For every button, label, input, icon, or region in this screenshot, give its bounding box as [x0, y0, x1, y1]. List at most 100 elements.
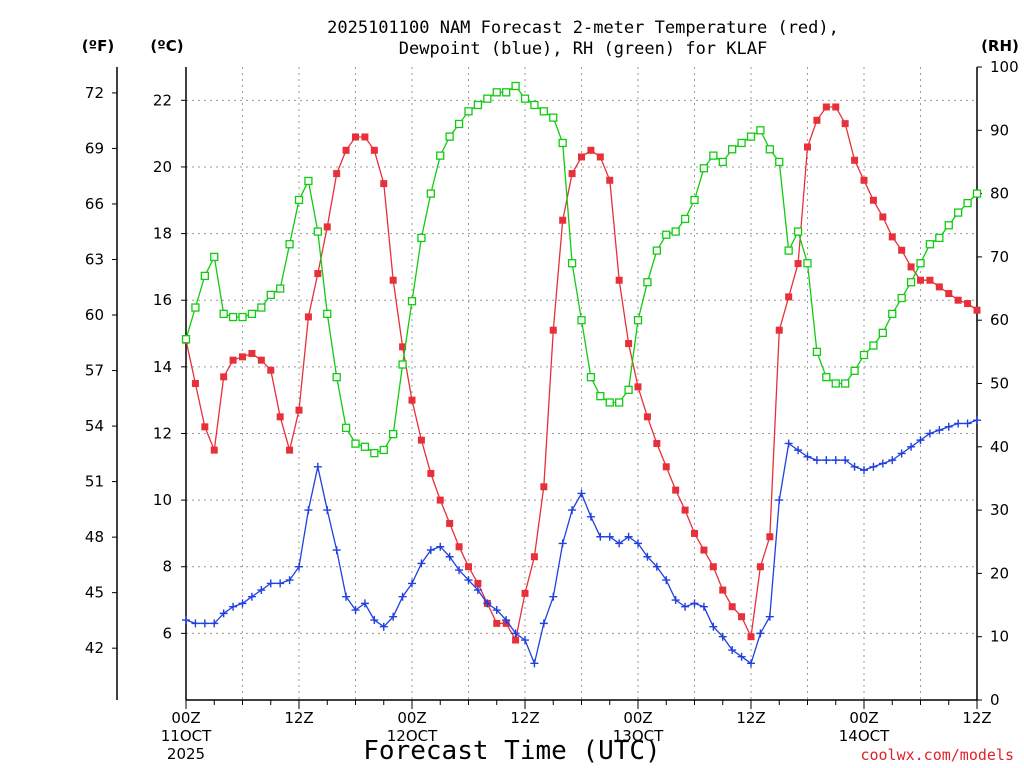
temperature-point	[474, 579, 482, 587]
rh-point	[238, 312, 247, 322]
temperature-point	[832, 103, 840, 111]
rh-point	[445, 132, 454, 141]
temperature-point	[201, 423, 209, 431]
dewpoint-point	[539, 619, 548, 628]
rh-tick-label: 90	[990, 121, 1009, 139]
dewpoint-point	[822, 456, 831, 465]
x-tick-label: 00Z	[849, 709, 878, 727]
temperature-point	[399, 343, 407, 351]
dewpoint-point	[963, 419, 972, 428]
dewpoint-point	[342, 592, 351, 601]
dewpoint-point	[709, 622, 718, 631]
rh-point	[746, 132, 756, 141]
dewpoint-series	[182, 416, 981, 668]
temperature-point	[286, 446, 294, 454]
temperature-point	[417, 436, 425, 444]
x-tick-label: 13OCT	[613, 727, 664, 745]
dewpoint-point	[332, 546, 341, 555]
dewpoint-point	[916, 436, 925, 445]
fahrenheit-tick-label: 51	[85, 473, 104, 491]
x-tick-label: 12Z	[510, 709, 539, 727]
temperature-point	[191, 380, 199, 387]
x-tick-label: 00Z	[623, 709, 652, 727]
temperature-point	[615, 276, 623, 284]
rh-point	[294, 195, 304, 205]
temperature-point	[427, 469, 435, 477]
dewpoint-point	[323, 506, 332, 515]
fahrenheit-tick-label: 45	[85, 584, 104, 602]
temperature-point	[559, 216, 567, 224]
dewpoint-point	[238, 599, 247, 608]
temperature-point	[775, 326, 783, 334]
rh-point	[718, 157, 727, 167]
rh-point	[822, 373, 831, 382]
celsius-tick-label: 14	[153, 358, 172, 376]
dewpoint-point	[276, 579, 285, 588]
celsius-tick-label: 16	[153, 291, 172, 309]
temperature-point	[408, 396, 416, 404]
rh-tick-label: 70	[990, 248, 1009, 266]
rh-tick-label: 40	[990, 438, 1009, 456]
rh-point	[341, 423, 351, 432]
rh-point	[473, 100, 483, 110]
rh-point	[963, 198, 972, 208]
temperature-point	[888, 233, 896, 241]
dewpoint-point	[521, 636, 529, 645]
dewpoint-point	[295, 562, 303, 571]
temperature-point	[587, 146, 595, 154]
temperature-point	[662, 463, 670, 471]
rh-point	[577, 316, 586, 325]
rh-point	[624, 385, 633, 394]
temperature-point	[860, 176, 868, 184]
rh-point	[831, 379, 840, 388]
rh-point	[709, 151, 718, 160]
temperature-point	[926, 276, 934, 284]
temperature-point	[625, 340, 633, 348]
dewpoint-point	[615, 539, 624, 548]
temperature-point	[719, 586, 727, 594]
temperature-point	[342, 146, 350, 154]
dewpoint-point	[304, 506, 313, 515]
dewpoint-point	[747, 659, 755, 668]
rh-point	[483, 94, 492, 103]
temperature-point	[257, 356, 265, 364]
temperature-point	[700, 546, 708, 554]
fahrenheit-tick-label: 63	[85, 250, 104, 268]
rh-point	[605, 398, 614, 407]
dewpoint-point	[973, 416, 981, 425]
dewpoint-point	[483, 599, 492, 608]
dewpoint-point	[737, 652, 746, 661]
temperature-point	[794, 260, 802, 268]
rh-point	[869, 341, 878, 350]
temperature-point	[455, 543, 463, 551]
dewpoint-point	[907, 442, 916, 451]
temperature-point	[295, 406, 303, 414]
celsius-tick-label: 18	[153, 225, 172, 243]
chart-title-line-2: Dewpoint (blue), RH (green) for KLAF	[399, 39, 767, 59]
celsius-tick-label: 12	[153, 424, 172, 442]
rh-point	[407, 297, 417, 306]
temperature-point	[935, 283, 943, 291]
rh-point	[906, 278, 916, 287]
dewpoint-point	[765, 612, 774, 621]
fahrenheit-tick-label: 48	[85, 528, 104, 546]
temperature-series	[182, 103, 981, 644]
dewpoint-point	[897, 449, 906, 458]
rh-point	[728, 145, 737, 154]
rh-point	[210, 252, 219, 262]
temperature-point	[568, 170, 576, 178]
rh-point	[266, 290, 275, 300]
dewpoint-point	[511, 629, 520, 638]
dewpoint-point	[850, 462, 859, 471]
dewpoint-point	[247, 592, 256, 601]
dewpoint-point	[794, 446, 803, 455]
dewpoint-point	[803, 452, 812, 461]
dewpoint-point	[408, 579, 416, 588]
rh-point	[596, 392, 605, 401]
data-series	[181, 81, 982, 668]
rh-point	[228, 312, 238, 322]
temperature-point	[220, 373, 228, 381]
dewpoint-point	[417, 559, 426, 568]
rh-point	[850, 366, 859, 375]
dewpoint-point	[925, 429, 934, 438]
